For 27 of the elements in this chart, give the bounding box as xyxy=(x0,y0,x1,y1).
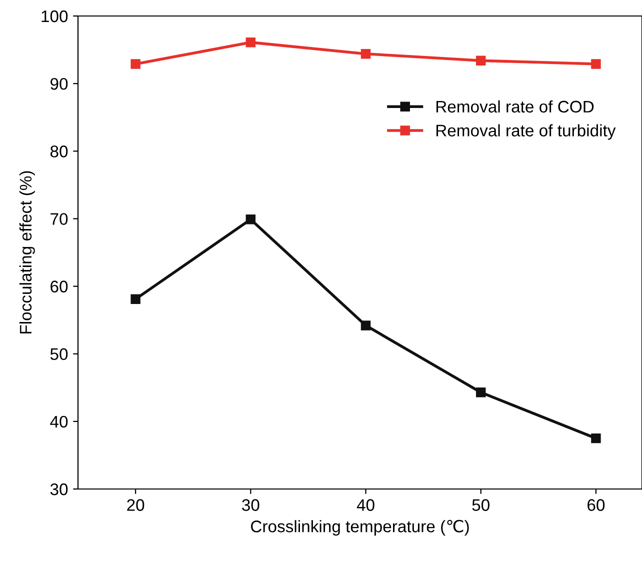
legend-label: Removal rate of turbidity xyxy=(436,124,616,140)
point xyxy=(246,37,256,48)
x-tick-label: 40 xyxy=(356,499,374,511)
point xyxy=(360,48,371,59)
point xyxy=(476,56,486,66)
x-tick-label: 30 xyxy=(242,499,260,511)
x-tick-label: 50 xyxy=(472,499,490,511)
y-axis-title: Flocculating effect (%) xyxy=(19,171,35,334)
point xyxy=(591,433,601,444)
y-tick-label: 40 xyxy=(50,416,68,428)
y-tick-label: 80 xyxy=(50,146,68,158)
legend-label: Removal rate of COD xyxy=(436,100,594,113)
x-axis-title: Crosslinking temperature (℃) xyxy=(250,520,469,536)
y-tick-label: 70 xyxy=(50,213,68,225)
y-tick-label: 30 xyxy=(50,483,68,496)
y-tick-label: 50 xyxy=(50,348,68,360)
point xyxy=(246,214,256,224)
y-tick-label: 90 xyxy=(50,78,68,90)
point xyxy=(360,320,371,330)
x-tick-label: 60 xyxy=(588,499,605,511)
point xyxy=(130,59,140,69)
point xyxy=(476,388,486,398)
y-tick-label: 100 xyxy=(42,10,68,22)
point xyxy=(591,59,601,69)
point xyxy=(130,294,140,304)
y-tick-label: 60 xyxy=(50,280,68,292)
x-tick-label: 20 xyxy=(127,499,144,511)
